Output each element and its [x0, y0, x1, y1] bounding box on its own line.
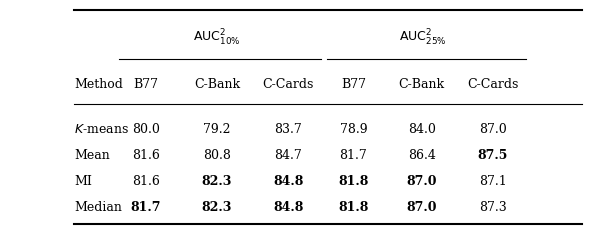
Text: 84.8: 84.8 — [273, 174, 304, 187]
Text: Method: Method — [75, 78, 123, 91]
Text: C-Cards: C-Cards — [467, 78, 519, 91]
Text: 84.8: 84.8 — [273, 200, 304, 213]
Text: 82.3: 82.3 — [202, 174, 232, 187]
Text: 84.0: 84.0 — [408, 123, 436, 136]
Text: 84.7: 84.7 — [275, 148, 302, 161]
Text: 86.4: 86.4 — [408, 148, 436, 161]
Text: 81.8: 81.8 — [338, 174, 368, 187]
Text: 79.2: 79.2 — [203, 123, 231, 136]
Text: MI: MI — [75, 174, 92, 187]
Text: 81.8: 81.8 — [338, 200, 368, 213]
Text: Median: Median — [75, 200, 122, 213]
Text: 87.1: 87.1 — [479, 174, 507, 187]
Text: 87.5: 87.5 — [478, 148, 508, 161]
Text: Mean: Mean — [75, 148, 110, 161]
Text: 87.0: 87.0 — [407, 200, 437, 213]
Text: 80.0: 80.0 — [132, 123, 159, 136]
Text: 81.7: 81.7 — [339, 148, 367, 161]
Text: 87.0: 87.0 — [479, 123, 507, 136]
Text: 81.7: 81.7 — [130, 200, 161, 213]
Text: 78.9: 78.9 — [340, 123, 367, 136]
Text: 81.6: 81.6 — [132, 148, 159, 161]
Text: 87.3: 87.3 — [479, 200, 507, 213]
Text: $\mathrm{AUC}^2_{10\%}$: $\mathrm{AUC}^2_{10\%}$ — [193, 28, 241, 48]
Text: $K$-means: $K$-means — [75, 123, 129, 136]
Text: 80.8: 80.8 — [203, 148, 231, 161]
Text: C-Cards: C-Cards — [262, 78, 314, 91]
Text: $\mathrm{AUC}^2_{25\%}$: $\mathrm{AUC}^2_{25\%}$ — [399, 28, 447, 48]
Text: B77: B77 — [133, 78, 158, 91]
Text: C-Bank: C-Bank — [399, 78, 445, 91]
Text: 87.0: 87.0 — [407, 174, 437, 187]
Text: 81.6: 81.6 — [132, 174, 159, 187]
Text: 82.3: 82.3 — [202, 200, 232, 213]
Text: 83.7: 83.7 — [275, 123, 302, 136]
Text: B77: B77 — [341, 78, 366, 91]
Text: C-Bank: C-Bank — [194, 78, 240, 91]
